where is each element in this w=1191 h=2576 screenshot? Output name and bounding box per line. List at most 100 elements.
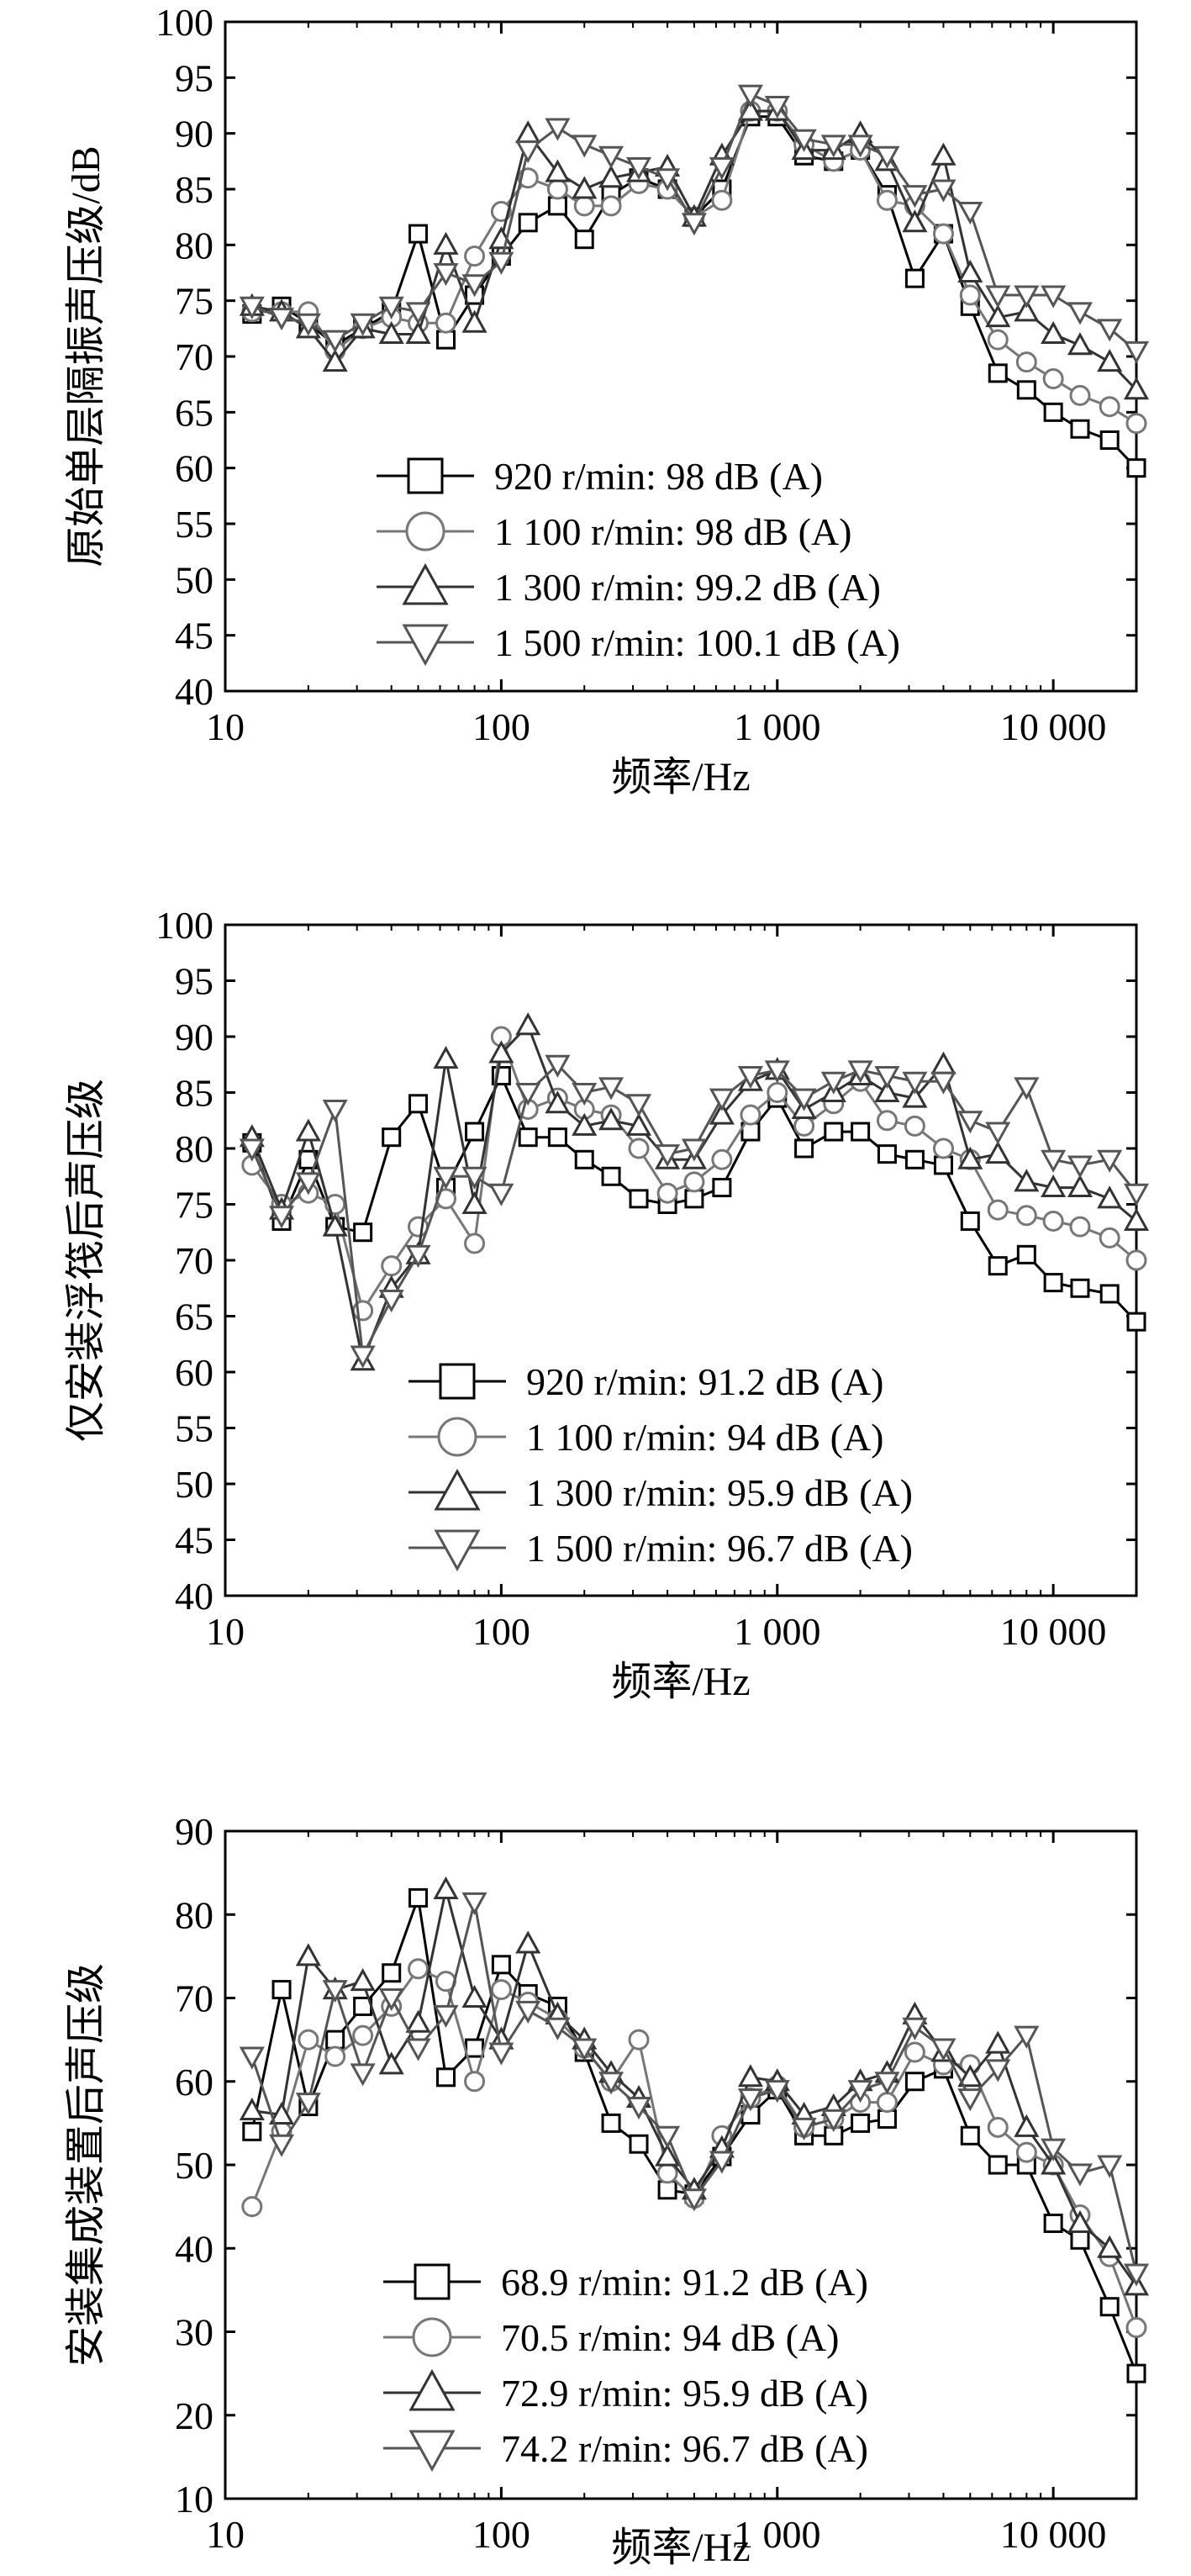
data-point (1067, 1155, 1094, 1179)
data-point (547, 1127, 567, 1148)
data-point (740, 1104, 762, 1126)
x-tick-label: 10 000 (1000, 705, 1107, 748)
y-tick-label: 70 (175, 335, 213, 378)
data-point (791, 2117, 817, 2141)
data-point (1015, 351, 1037, 373)
data-point (461, 1984, 487, 2008)
data-point (711, 189, 733, 211)
y-axis-title: 安装集成装置后声压级 (64, 1963, 108, 2367)
data-point (1016, 380, 1036, 400)
data-point (1125, 1249, 1147, 1271)
data-point (378, 320, 404, 344)
legend-marker (434, 1529, 481, 1572)
data-point (625, 2097, 652, 2120)
x-tick-label: 10 (206, 2513, 245, 2556)
data-point (874, 145, 900, 169)
y-tick-label: 50 (175, 558, 213, 601)
data-point (1041, 2151, 1067, 2175)
y-tick-label: 90 (175, 113, 213, 156)
data-point (1099, 2297, 1120, 2317)
data-point (764, 96, 790, 119)
data-point (985, 304, 1011, 328)
data-point (573, 195, 595, 217)
data-point (515, 140, 541, 164)
data-point (1097, 2235, 1123, 2258)
data-point (681, 1138, 707, 1162)
data-point (322, 330, 348, 353)
y-tick-label: 50 (175, 1463, 213, 1506)
y-tick-label: 60 (175, 2061, 213, 2104)
legend-marker (414, 2263, 451, 2300)
legend-marker (408, 2430, 456, 2473)
data-point (987, 329, 1009, 351)
legend-entry: 70.5 r/min: 94 dB (A) (501, 2316, 839, 2359)
data-point (545, 2017, 571, 2040)
data-point (1099, 1284, 1120, 1304)
data-point (433, 1046, 459, 1069)
data-point (350, 2063, 376, 2087)
data-point (960, 1211, 980, 1231)
data-point (598, 1107, 624, 1131)
data-point (930, 1071, 956, 1095)
x-tick-label: 100 (472, 2513, 530, 2556)
data-point (1125, 2317, 1147, 2339)
y-tick-label: 40 (175, 670, 213, 713)
legend-marker (439, 1363, 476, 1400)
data-point (574, 1149, 594, 1169)
data-point (1015, 1205, 1037, 1227)
data-point (629, 1189, 649, 1209)
y-tick-label: 80 (175, 1893, 213, 1936)
y-tick-label: 85 (175, 168, 213, 211)
data-point (985, 1141, 1011, 1164)
data-point (239, 2097, 265, 2120)
data-point (988, 1256, 1008, 1276)
data-point (709, 2151, 735, 2174)
data-point (820, 2109, 846, 2133)
data-point (930, 1051, 956, 1074)
data-point (987, 2116, 1009, 2138)
data-point (433, 1166, 459, 1190)
legend: 920 r/min: 98 dB (A) 1 100 r/min: 98 dB (… (377, 455, 900, 667)
data-point (1099, 430, 1120, 450)
data-point (985, 285, 1011, 309)
data-point (932, 1138, 954, 1159)
data-point (988, 2155, 1008, 2175)
data-point (791, 129, 817, 152)
y-tick-label: 40 (175, 1575, 213, 1618)
legend-marker (408, 2368, 456, 2411)
data-point (655, 1144, 681, 1168)
data-point (1097, 349, 1123, 372)
data-point (515, 1083, 541, 1106)
data-point (820, 1071, 846, 1095)
data-point (515, 1930, 541, 1954)
data-point (1014, 1169, 1040, 1192)
data-point (1067, 1174, 1094, 1198)
x-tick-label: 10 (206, 1610, 245, 1653)
y-tick-label: 85 (175, 1072, 213, 1115)
y-tick-label: 90 (175, 1810, 213, 1853)
data-point (877, 1144, 897, 1164)
data-point (518, 1127, 538, 1148)
data-point (847, 135, 873, 158)
data-point (353, 1222, 373, 1243)
data-point (408, 224, 429, 244)
data-point (709, 156, 735, 181)
data-point (268, 2134, 295, 2157)
data-point (241, 2196, 263, 2218)
data-point (405, 2009, 431, 2033)
y-tick-label: 75 (175, 1184, 213, 1227)
data-point (433, 2004, 459, 2028)
data-point (625, 1094, 652, 1117)
y-tick-label: 45 (175, 615, 213, 657)
y-tick-label: 65 (175, 391, 213, 434)
data-point (1097, 319, 1123, 342)
data-point (378, 1988, 404, 2012)
data-point (684, 1189, 704, 1209)
x-axis-title: 频率/Hz (611, 1660, 750, 1704)
data-point (683, 1171, 705, 1193)
data-point (820, 135, 846, 158)
data-point (1043, 2213, 1063, 2233)
y-tick-label: 45 (175, 1519, 213, 1562)
data-point (876, 1110, 898, 1132)
data-point (546, 178, 568, 200)
